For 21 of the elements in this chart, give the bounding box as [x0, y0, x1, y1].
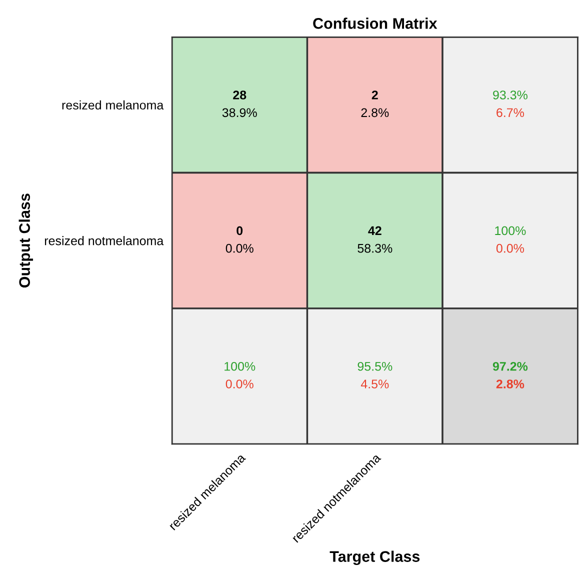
annotation: 2.8% [361, 108, 389, 118]
data-label: 42 [368, 226, 382, 235]
annotation: 4.5% [360, 380, 389, 388]
x-axis-title: Target Class [330, 550, 420, 566]
annotation: 0.0% [496, 244, 524, 253]
data-label: 2 [372, 90, 378, 100]
data-label: 95.5% [358, 362, 392, 371]
data-label: 0 [236, 226, 243, 236]
data-label: 97.2% [492, 362, 528, 371]
data-label: 28 [233, 90, 246, 100]
annotation: 58.3% [358, 244, 392, 253]
annotation: 2.8% [496, 380, 524, 388]
y-axis-title: Output Class [18, 194, 34, 288]
annotation: 6.7% [496, 108, 524, 118]
data-label: 93.3% [493, 90, 528, 100]
chart-title: Confusion Matrix [313, 18, 438, 29]
annotation: 38.9% [222, 108, 257, 118]
annotation: 0.0% [226, 244, 254, 253]
annotation: 0.0% [226, 380, 254, 388]
data-label: 100% [224, 362, 256, 371]
data-label: 100% [495, 226, 526, 236]
